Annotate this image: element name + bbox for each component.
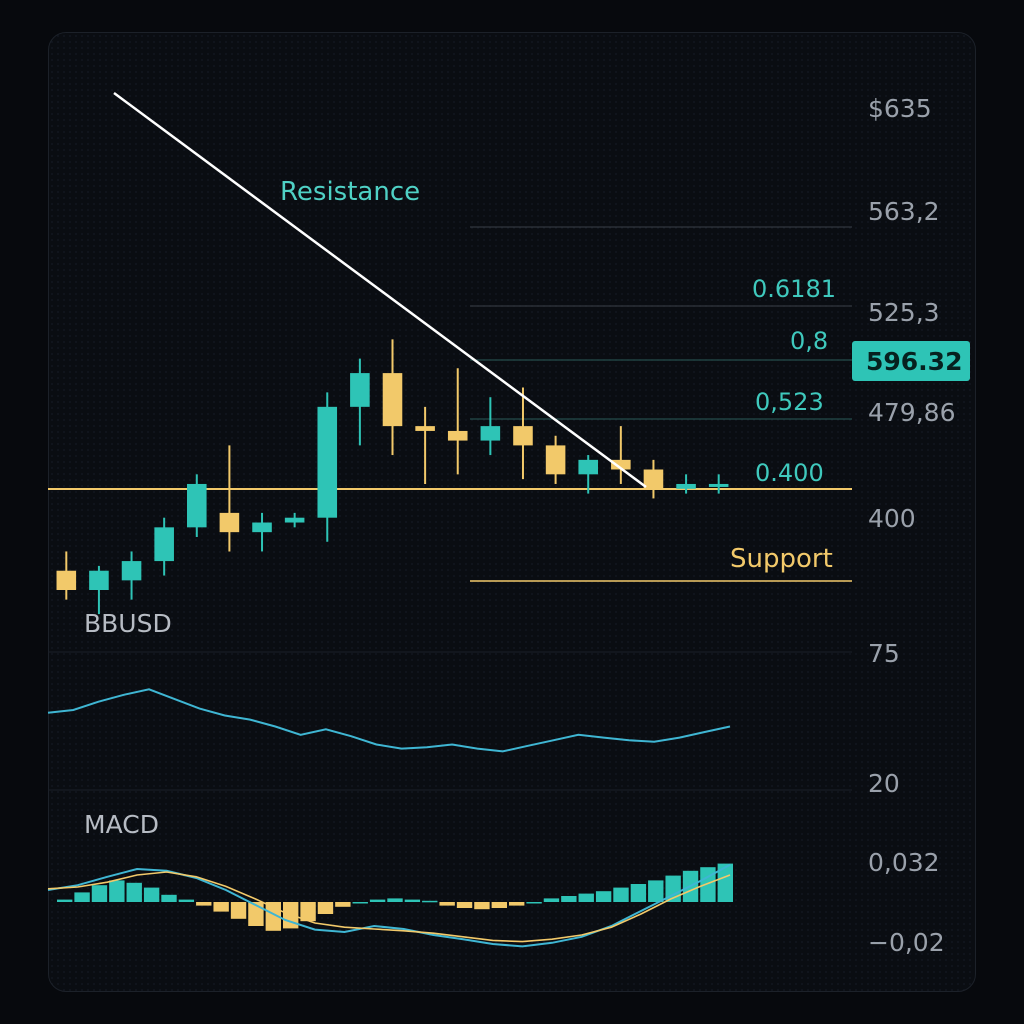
fib-label-2: 0,523 (755, 388, 824, 416)
macd-histogram-bar (196, 902, 212, 906)
macd-axis-label-1: −0,02 (868, 928, 945, 957)
candle-body (317, 406, 338, 518)
candle-body (89, 570, 109, 590)
macd-histogram-bar (422, 900, 438, 903)
macd-histogram-bar (126, 882, 142, 902)
candle-body (284, 517, 305, 523)
price-axis-label-3: 479,86 (868, 398, 955, 427)
macd-histogram-bar (335, 902, 351, 907)
macd-panel-title: MACD (84, 810, 159, 839)
candle-body (643, 469, 664, 489)
current-price-tag-text: 596.32 (866, 347, 962, 376)
candle-body (708, 483, 729, 487)
candle-body (545, 445, 566, 475)
macd-histogram-bar (456, 902, 473, 908)
price-axis-label-0: $635 (868, 94, 932, 123)
macd-histogram-bar (543, 898, 560, 902)
macd-histogram-bar (369, 899, 386, 902)
macd-histogram-bar (230, 902, 247, 919)
macd-histogram-bar (491, 902, 507, 908)
candle-body (350, 373, 370, 407)
macd-histogram-bar (613, 887, 629, 902)
candle-body (578, 459, 598, 475)
macd-histogram-bar (387, 898, 403, 902)
macd-histogram-bar (630, 884, 647, 902)
candle-body (447, 430, 468, 441)
macd-histogram-bar (317, 902, 334, 914)
candle-body (154, 527, 174, 562)
current-price-tag (852, 341, 970, 381)
bbusd-panel-title: BBUSD (84, 609, 172, 638)
bbusd-line-series (47, 688, 731, 753)
candlestick-series (56, 339, 729, 615)
macd-histogram-bar (648, 880, 664, 902)
candle-body (480, 426, 501, 441)
candle-body (56, 570, 77, 590)
price-axis-label-4: 400 (868, 504, 916, 533)
macd-histogram-bar (561, 896, 577, 902)
macd-histogram-bar (57, 899, 73, 902)
macd-histogram-bar (526, 902, 542, 904)
fib-label-0: 0.6181 (752, 275, 836, 303)
macd-histogram-bar (109, 880, 125, 902)
candle-body (187, 483, 207, 528)
bbusd-axis-label-1: 20 (868, 769, 900, 798)
macd-histogram-bar (143, 887, 160, 902)
macd-histogram-bar (717, 863, 733, 902)
macd-histogram-bar (595, 891, 612, 902)
candle-body (415, 426, 435, 431)
candle-body (252, 522, 272, 533)
macd-histogram-bar (178, 899, 195, 902)
macd-axis-label-0: 0,032 (868, 848, 940, 877)
macd-histogram-bar (665, 875, 681, 902)
macd-histogram (57, 863, 733, 931)
macd-histogram-bar (439, 902, 455, 906)
candle-body (382, 373, 403, 427)
candle-body (121, 561, 142, 581)
resistance-trend-line (113, 91, 647, 489)
macd-signal-line-series (47, 871, 731, 943)
macd-histogram-bar (300, 902, 316, 922)
candle-body (611, 459, 631, 470)
macd-histogram-bar (213, 902, 229, 912)
macd-histogram-bar (161, 894, 177, 902)
macd-histogram-bar (74, 892, 90, 902)
chart-card (48, 32, 976, 992)
macd-histogram-bar (474, 902, 490, 910)
macd-histogram-bar (700, 867, 716, 902)
candle-body (676, 483, 696, 489)
price-axis-label-1: 563,2 (868, 197, 940, 226)
bbusd-axis-label-0: 75 (868, 639, 900, 668)
fib-label-1: 0,8 (790, 327, 828, 355)
macd-line-series (47, 863, 731, 948)
price-axis-label-2: 525,3 (868, 298, 940, 327)
resistance-label: Resistance (280, 177, 420, 207)
candle-body (219, 512, 240, 533)
macd-histogram-bar (91, 885, 108, 902)
support-label: Support (730, 544, 833, 574)
macd-histogram-bar (578, 893, 594, 902)
fib-label-3: 0.400 (755, 459, 824, 487)
macd-histogram-bar (404, 899, 421, 902)
candle-body (513, 426, 533, 446)
macd-histogram-bar (509, 902, 525, 906)
macd-histogram-bar (352, 902, 368, 904)
